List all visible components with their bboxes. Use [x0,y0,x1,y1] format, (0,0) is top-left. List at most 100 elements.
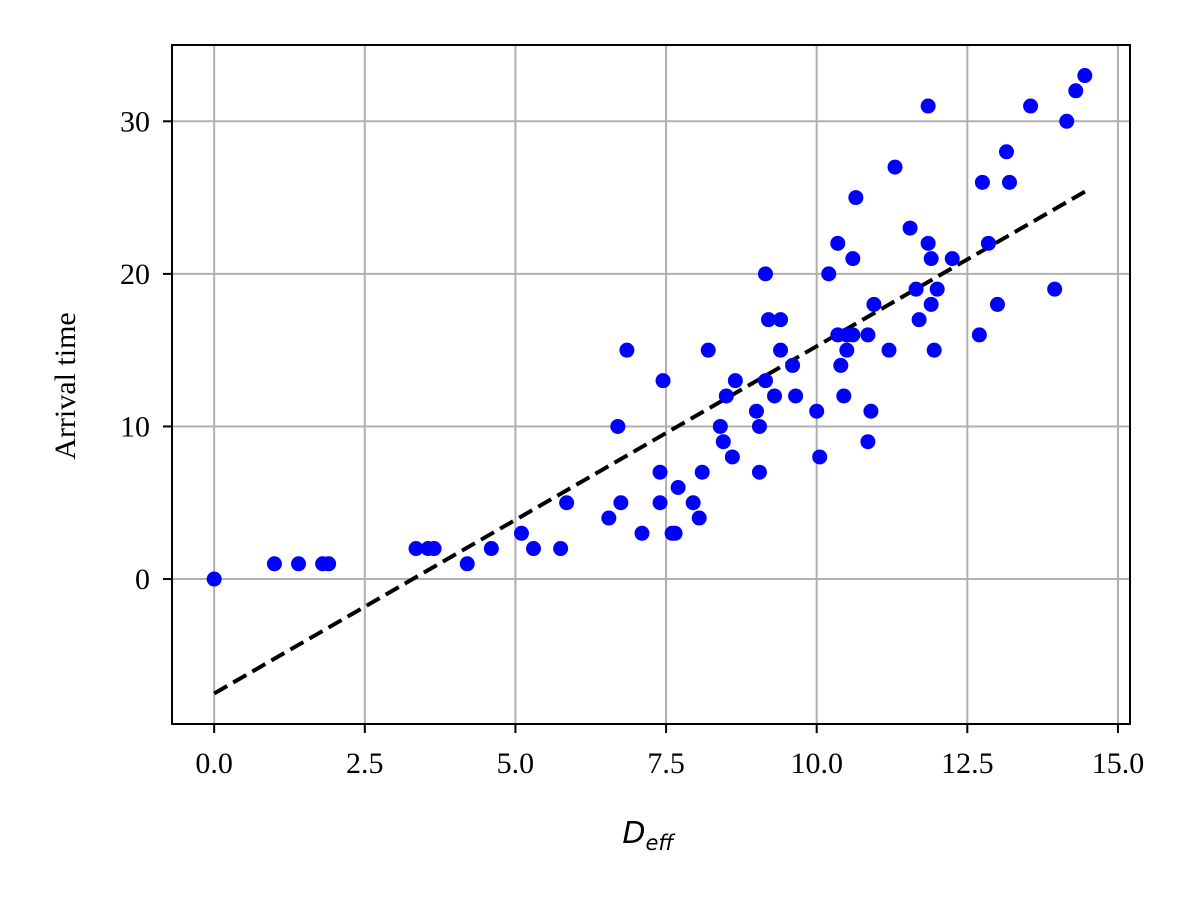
x-tick-label: 15.0 [1092,747,1145,780]
data-point [715,434,731,450]
data-point [839,342,855,358]
x-axis-label-subscript: eff [646,831,677,855]
data-point [724,449,740,465]
x-tick-label: 7.5 [647,747,685,780]
data-points [206,68,1093,587]
data-point [667,525,683,541]
data-point [619,342,635,358]
data-point [727,373,743,389]
data-point [767,388,783,404]
data-point [652,495,668,511]
data-point [459,556,475,572]
data-point [926,342,942,358]
x-tick-label: 12.5 [941,747,994,780]
fit-line [213,188,1089,696]
y-tick-label: 0 [135,563,150,596]
data-point [788,388,804,404]
data-point [821,266,837,282]
data-point [321,556,337,572]
y-tick-label: 10 [120,410,150,443]
data-point [971,327,987,343]
data-point [266,556,282,572]
data-point [923,251,939,267]
fit-line-group [213,188,1089,696]
data-point [773,312,789,328]
data-point [860,434,876,450]
data-point [812,449,828,465]
data-point [691,510,707,526]
data-point [1001,174,1017,190]
data-point [700,342,716,358]
grid [172,45,1130,724]
data-point [1068,83,1084,99]
data-point [920,98,936,114]
data-point [559,495,575,511]
data-point [902,220,918,236]
x-tick-label: 5.0 [497,747,535,780]
data-point [908,281,924,297]
data-point [836,388,852,404]
data-point [513,525,529,541]
data-point [634,525,650,541]
data-point [845,327,861,343]
data-point [809,403,825,419]
y-tick-label: 20 [120,258,150,291]
data-point [860,327,876,343]
data-point [757,266,773,282]
data-point [1023,98,1039,114]
data-point [785,357,801,373]
data-point [206,571,222,587]
data-point [998,144,1014,160]
data-point [974,174,990,190]
data-point [601,510,617,526]
data-point [881,342,897,358]
data-point [670,479,686,495]
data-point [863,403,879,419]
data-point [757,373,773,389]
data-point [610,418,626,434]
data-point [526,541,542,557]
data-point [866,296,882,312]
plot-frame [171,44,1131,725]
data-point [553,541,569,557]
data-point [751,418,767,434]
data-point [291,556,307,572]
data-point [920,235,936,251]
y-axis-label: Arrival time [49,312,82,459]
data-point [887,159,903,175]
data-point [1059,113,1075,129]
x-axis-label: Deff [622,816,676,855]
x-axis-label-main: D [622,816,645,851]
data-point [748,403,764,419]
data-point [848,190,864,206]
data-point [655,373,671,389]
x-tick-label: 10.0 [790,747,843,780]
data-point [980,235,996,251]
data-point [613,495,629,511]
data-point [751,464,767,480]
data-point [1077,68,1093,84]
data-point [845,251,861,267]
data-point [830,235,846,251]
data-point [718,388,734,404]
x-tick-label: 0.0 [195,747,233,780]
data-point [911,312,927,328]
data-point [944,251,960,267]
x-tick-label: 2.5 [346,747,384,780]
data-point [483,541,499,557]
data-point [989,296,1005,312]
data-point [652,464,668,480]
data-point [760,312,776,328]
y-tick-label: 30 [120,105,150,138]
data-point [929,281,945,297]
data-point [1047,281,1063,297]
data-point [694,464,710,480]
data-point [773,342,789,358]
data-point [712,418,728,434]
data-point [408,541,424,557]
data-point [833,357,849,373]
axis-ticks: 0.0 2.5 5.0 7.5 10.0 12.5 15.0 0 10 20 30 [120,105,1144,780]
data-point [685,495,701,511]
data-point [923,296,939,312]
data-point [426,541,442,557]
